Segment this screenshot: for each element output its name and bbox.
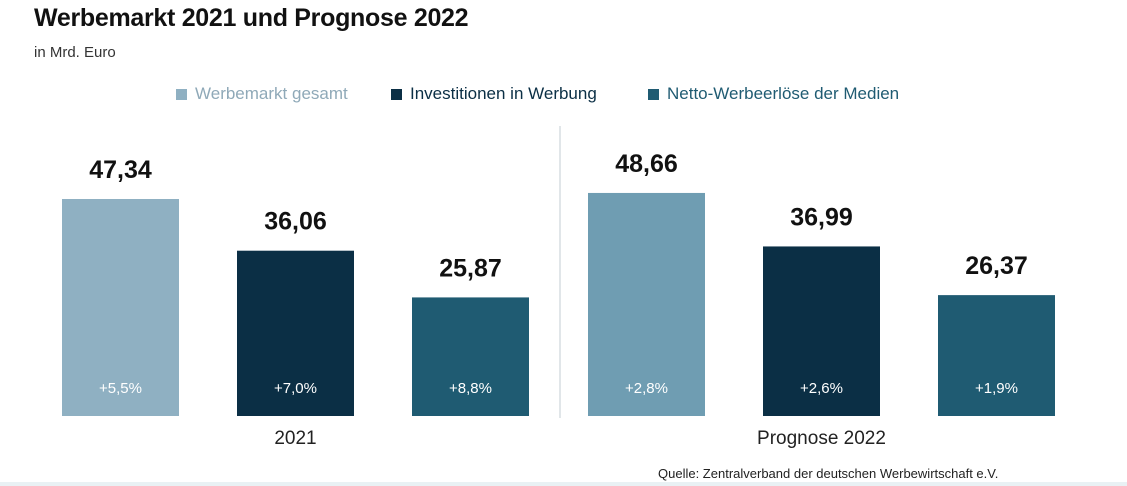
legend-swatch bbox=[176, 88, 187, 100]
category-label: 2021 bbox=[274, 428, 316, 449]
chart-title: Werbemarkt 2021 und Prognose 2022 bbox=[34, 4, 469, 32]
change-label: +2,8% bbox=[625, 380, 668, 397]
category-label: Prognose 2022 bbox=[757, 428, 886, 449]
change-label: +2,6% bbox=[800, 380, 843, 397]
change-label: +7,0% bbox=[274, 380, 317, 397]
value-label: 36,06 bbox=[264, 208, 327, 236]
bar-3-1 bbox=[412, 297, 529, 416]
chart-subtitle: in Mrd. Euro bbox=[34, 44, 116, 61]
value-label: 36,99 bbox=[790, 203, 853, 231]
value-label: 47,34 bbox=[89, 156, 152, 184]
bar-2-2 bbox=[763, 246, 880, 416]
legend-item-netto-werbeerloese-der-medien: Netto-Werbeerlöse der Medien bbox=[648, 82, 899, 106]
bar-3-2 bbox=[938, 295, 1055, 416]
value-label: 25,87 bbox=[439, 254, 502, 282]
legend-swatch bbox=[391, 88, 402, 100]
source-note: Quelle: Zentralverband der deutschen Wer… bbox=[658, 466, 999, 481]
legend-label: Netto-Werbeerlöse der Medien bbox=[667, 84, 900, 103]
bar-1-2 bbox=[588, 192, 705, 416]
value-label: 48,66 bbox=[615, 150, 678, 178]
legend-item-investitionen-in-werbung: Investitionen in Werbung bbox=[391, 82, 597, 106]
bottom-strip bbox=[0, 482, 1127, 486]
value-label: 26,37 bbox=[965, 252, 1028, 280]
change-label: +5,5% bbox=[99, 380, 142, 397]
legend-swatch bbox=[648, 88, 659, 100]
bar-1-1 bbox=[62, 199, 179, 416]
change-label: +8,8% bbox=[449, 380, 492, 397]
legend-label: Investitionen in Werbung bbox=[410, 84, 597, 103]
legend-item-werbemarkt-gesamt: Werbemarkt gesamt bbox=[176, 82, 348, 106]
bar-2-1 bbox=[237, 250, 354, 416]
chart-legend: Werbemarkt gesamt Investitionen in Werbu… bbox=[0, 82, 1127, 106]
change-label: +1,9% bbox=[975, 380, 1018, 397]
legend-label: Werbemarkt gesamt bbox=[195, 84, 348, 103]
